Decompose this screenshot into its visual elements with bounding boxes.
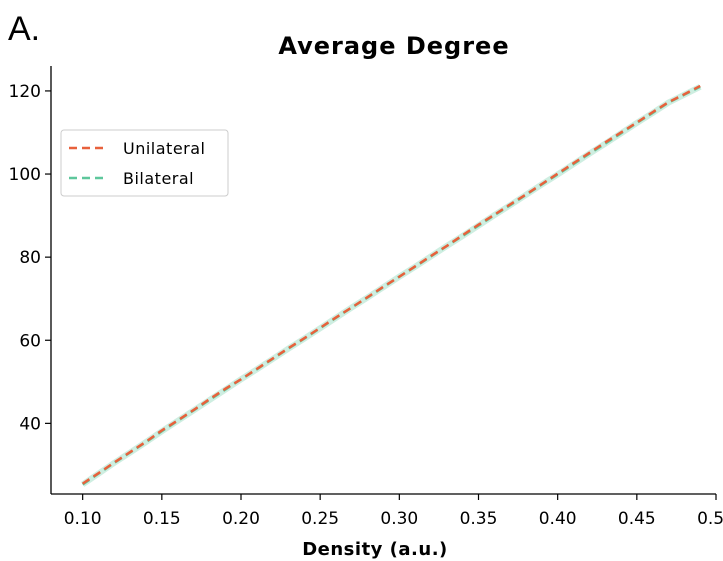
x-tick-label: 0.15 [143, 509, 181, 529]
x-tick-label: 0.25 [301, 509, 339, 529]
legend-frame [60, 129, 229, 197]
x-tick-label: 0.45 [618, 509, 656, 529]
y-tick-label: 40 [19, 414, 41, 434]
y-tick-label: 80 [19, 248, 41, 268]
series-line-unilateral [81, 84, 701, 485]
legend-label-unilateral: Unilateral [123, 139, 206, 158]
x-tick-label: 0.35 [460, 509, 498, 529]
x-tick-label: 0.50 [697, 509, 723, 529]
y-tick-label: 60 [19, 331, 41, 351]
legend-label-bilateral: Bilateral [123, 169, 194, 188]
panel-label: A. [8, 10, 40, 48]
ticks-layer: 0.10 0.15 0.20 0.25 0.30 0.35 0.40 0.45 0.50 40 60… [9, 82, 723, 529]
y-tick-label: 100 [9, 165, 41, 185]
x-tick-label: 0.10 [64, 509, 102, 529]
chart-title: Average Degree [278, 32, 509, 60]
series-layer [80, 84, 702, 487]
x-axis-label: Density (a.u.) [302, 539, 448, 560]
x-tick-label: 0.30 [380, 509, 418, 529]
x-tick-label: 0.20 [222, 509, 260, 529]
x-tick-label: 0.40 [539, 509, 577, 529]
legend: Unilateral Bilateral [60, 129, 229, 197]
y-tick-label: 120 [9, 82, 41, 102]
